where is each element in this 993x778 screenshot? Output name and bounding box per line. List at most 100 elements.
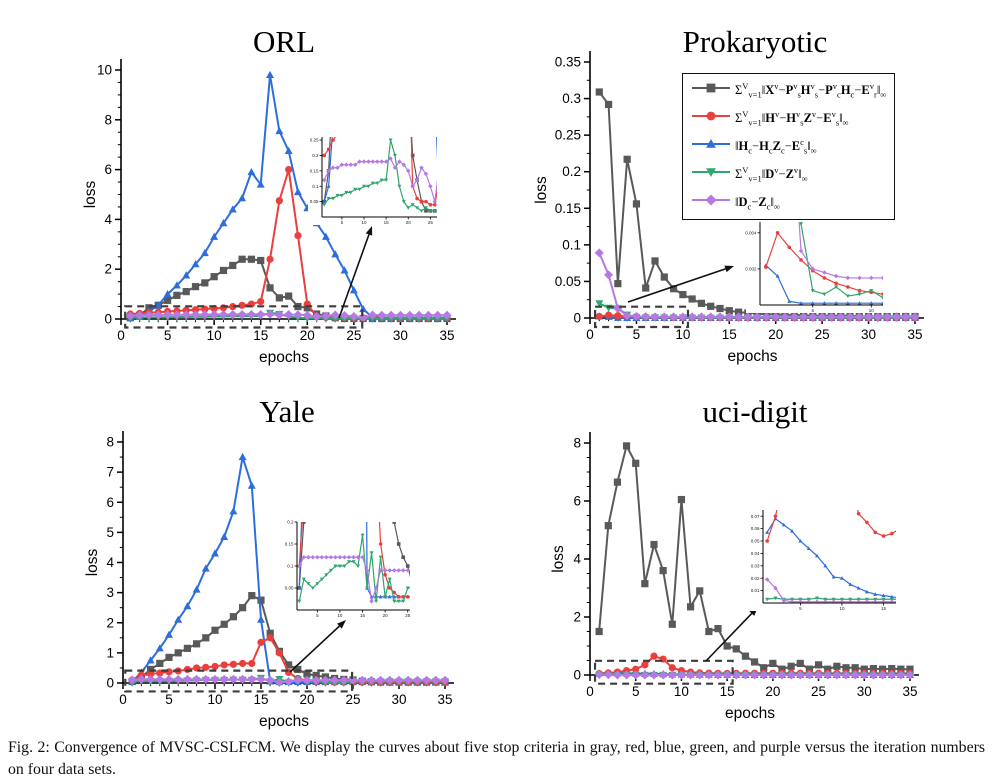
inset-series-group [322,117,468,213]
triangle-up-marker-icon [923,597,927,601]
diamond-marker-icon [822,270,827,275]
y-tick-label: 6 [104,162,112,177]
x-tick-label: 0 [586,327,594,342]
chart-prokaryotic: Prokaryotic 0 5 10 15 20 25 30 35 0 0.05 0.1 0.15 0.2… [497,0,993,388]
triangle-down-marker-icon [370,181,375,186]
triangle-down-marker-icon [362,184,366,189]
y-tick-label: 6 [106,495,114,510]
diamond-marker-icon [414,177,420,183]
square-marker-icon [651,257,659,265]
triangle-down-marker-icon [401,200,406,204]
circle-marker-icon [940,527,944,531]
y-tick-label: 0 [573,311,581,326]
triangle-up-marker-icon [256,180,265,188]
square-marker-icon [202,634,210,642]
diamond-marker-icon [705,194,717,206]
x-tick-label: 30 [861,327,876,342]
x-tick-label: 10 [674,684,689,699]
y-tick-label: 0.2 [562,164,581,179]
diamond-marker-icon [348,162,353,167]
circle-marker-icon [604,311,613,319]
triangle-up-marker-icon [331,123,335,127]
circle-marker-icon [183,665,191,674]
annotation-arrow-line [627,268,726,303]
diamond-marker-icon [817,312,827,322]
diamond-marker-icon [806,599,811,603]
triangle-down-marker-icon [951,298,955,302]
diamond-marker-icon [786,670,796,680]
square-marker-icon [963,195,967,199]
circle-marker-icon [928,296,932,300]
diamond-marker-icon [405,568,410,573]
diamond-marker-icon [322,177,327,183]
square-marker-icon [668,620,676,628]
circle-marker-icon [345,117,349,121]
diamond-marker-icon [881,599,886,603]
legend-marker-svg [692,111,730,121]
square-marker-icon [446,209,450,213]
triangle-up-marker-icon [965,597,969,601]
diamond-marker-icon [428,183,433,189]
inset-x-tick-label: 25 [428,220,434,225]
inset-background [746,218,889,313]
circle-marker-icon [932,527,936,531]
circle-marker-icon [881,534,886,538]
triangle-up-marker-icon [238,194,247,202]
circle-marker-icon [307,476,311,480]
diamond-marker-icon [989,600,993,605]
circle-marker-icon [782,477,786,481]
diamond-marker-icon [686,670,696,680]
circle-marker-icon [446,203,450,207]
x-tick-label: 10 [675,327,690,342]
triangle-down-marker-icon [834,285,839,290]
square-marker-icon [679,290,687,299]
square-marker-icon [595,627,603,636]
diamond-marker-icon [676,670,686,680]
triangle-down-marker-icon [940,598,944,602]
circle-marker-icon [834,281,838,286]
square-marker-icon [940,159,944,163]
diamond-marker-icon [321,311,331,321]
diamond-marker-icon [330,675,340,685]
inset-x-tick-label: 15 [384,220,390,225]
diamond-marker-icon [795,670,805,680]
square-marker-icon [604,522,612,530]
diamond-marker-icon [127,675,137,685]
triangle-up-marker-icon [378,594,383,599]
square-marker-icon [706,83,716,93]
square-marker-icon [383,476,387,480]
circle-marker-icon [464,203,468,207]
chart-uci: uci-digit 0 5 10 15 20 25 30 35 0 2 4 6 8 epochs loss 5 1… [497,388,993,733]
circle-marker-icon [429,595,433,599]
triangle-down-marker-icon [356,564,360,569]
legend-item-purple: ‖Dc−Zc‖∞ [691,189,886,215]
circle-marker-icon [396,595,401,599]
inset-x-tick-label: 20 [383,613,389,618]
inset-x-tick-label: 5 [341,220,344,225]
annotation-arrow-head [724,265,734,273]
diamond-marker-icon [125,311,135,321]
square-marker-icon [285,292,293,300]
triangle-down-marker-icon [405,586,410,591]
diamond-marker-icon [759,670,769,680]
diamond-marker-icon [814,599,820,603]
diamond-marker-icon [144,310,154,320]
triangle-down-marker-icon [328,568,333,573]
triangle-down-marker-icon [451,209,455,213]
diamond-marker-icon [761,312,771,322]
x-tick-label: 15 [253,692,268,707]
circle-marker-icon [865,520,869,525]
triangle-down-marker-icon [342,564,347,569]
y-tick-label: 0.35 [555,55,581,70]
legend-item-gray: ΣVv=1‖Xv−PvsHvs−PvcHc−Evr‖∞ [691,78,886,104]
diamond-marker-icon [916,276,921,281]
inset-y-tick-label: 0.04 [751,551,760,556]
y-tick-label: 6 [573,494,581,509]
circle-marker-icon [873,530,878,535]
square-legend-marker-icon [691,80,731,101]
diamond-marker-icon [284,676,294,686]
square-marker-icon [266,284,274,292]
diamond-marker-icon [622,670,632,680]
square-marker-icon [285,661,293,669]
triangle-up-marker-icon [906,596,910,600]
